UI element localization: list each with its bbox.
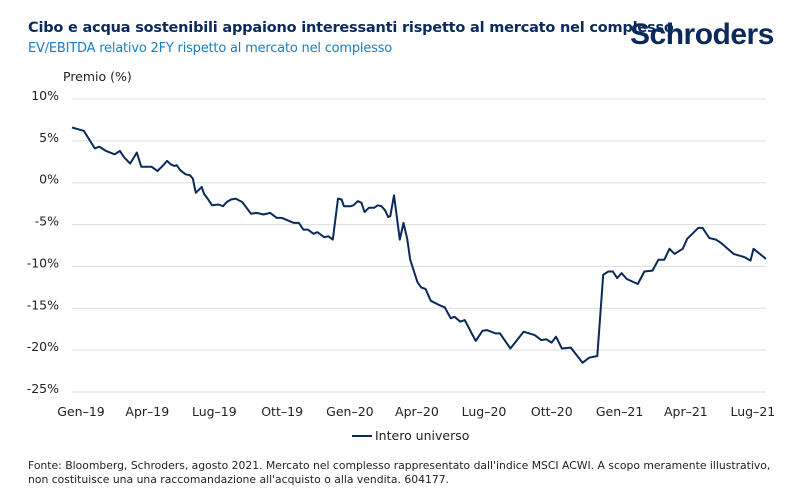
x-tick-label: Gen–19	[57, 404, 105, 419]
chart-title: Cibo e acqua sostenibili appaiono intere…	[28, 20, 674, 36]
y-tick-label: 0%	[39, 172, 59, 187]
x-tick-label: Apr–20	[395, 404, 439, 419]
schroders-logo: Schroders	[630, 18, 774, 51]
y-tick-label: -20%	[27, 339, 59, 354]
x-tick-label: Gen–21	[596, 404, 643, 419]
legend-line-swatch	[352, 434, 372, 437]
x-tick-label: Gen–20	[326, 404, 374, 419]
footnote-line-2: non costituisce una una raccomandazione …	[28, 473, 449, 486]
x-tick-label: Ott–20	[531, 404, 573, 419]
x-tick-label: Apr–21	[664, 404, 708, 419]
y-tick-label: 10%	[31, 88, 59, 103]
x-tick-label: Lug–20	[462, 404, 507, 419]
y-tick-label: -25%	[27, 381, 59, 396]
series-line-intero-universo	[71, 126, 767, 364]
y-tick-label: 5%	[39, 130, 59, 145]
x-tick-labels: Gen–19 Apr–19 Lug–19 Ott–19 Gen–20 Apr–20 Lug–…	[57, 404, 775, 419]
y-axis-label: Premio (%)	[63, 69, 132, 84]
y-tick-label: -15%	[27, 297, 59, 312]
chart-subtitle: EV/EBITDA relativo 2FY rispetto al merca…	[28, 41, 393, 56]
footnote-line-1: Fonte: Bloomberg, Schroders, agosto 2021…	[28, 459, 771, 472]
x-tick-label: Apr–19	[125, 404, 169, 419]
y-tick-label: -5%	[35, 214, 59, 229]
x-tick-label: Lug–19	[192, 404, 237, 419]
series-group	[71, 126, 767, 364]
legend: Intero universo	[352, 428, 469, 443]
y-tick-label: -10%	[27, 255, 59, 270]
y-tick-labels: 10% 5% 0% -5% -10% -15% -20% -25%	[27, 88, 59, 396]
legend-label: Intero universo	[375, 428, 470, 443]
x-tick-label: Lug–21	[731, 404, 776, 419]
gridlines	[72, 98, 766, 393]
footnote: Fonte: Bloomberg, Schroders, agosto 2021…	[28, 459, 770, 487]
x-tick-label: Ott–19	[261, 404, 303, 419]
